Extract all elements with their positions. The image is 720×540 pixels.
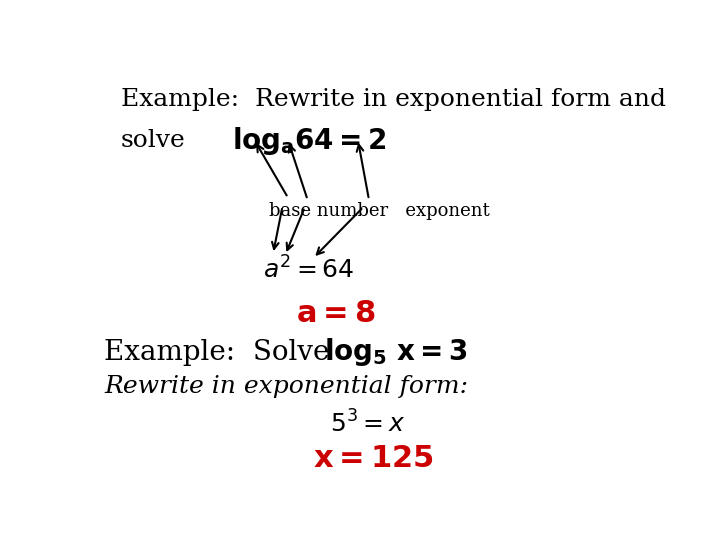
Text: Example:  Solve: Example: Solve bbox=[104, 339, 338, 366]
Text: $5^3 = x$: $5^3 = x$ bbox=[330, 411, 405, 438]
Text: base number   exponent: base number exponent bbox=[269, 202, 490, 220]
Text: $\mathbf{a = 8}$: $\mathbf{a = 8}$ bbox=[297, 298, 376, 329]
Text: $\mathbf{log_a 64 = 2}$: $\mathbf{log_a 64 = 2}$ bbox=[233, 125, 387, 157]
Text: Example:  Rewrite in exponential form and: Example: Rewrite in exponential form and bbox=[121, 87, 666, 111]
Text: solve: solve bbox=[121, 129, 186, 152]
Text: $\mathbf{x = 125}$: $\mathbf{x = 125}$ bbox=[313, 443, 434, 474]
Text: Rewrite in exponential form:: Rewrite in exponential form: bbox=[104, 375, 468, 397]
Text: $a^2 = 64$: $a^2 = 64$ bbox=[263, 256, 354, 284]
Text: $\mathbf{log_5\ x = 3}$: $\mathbf{log_5\ x = 3}$ bbox=[324, 336, 467, 368]
